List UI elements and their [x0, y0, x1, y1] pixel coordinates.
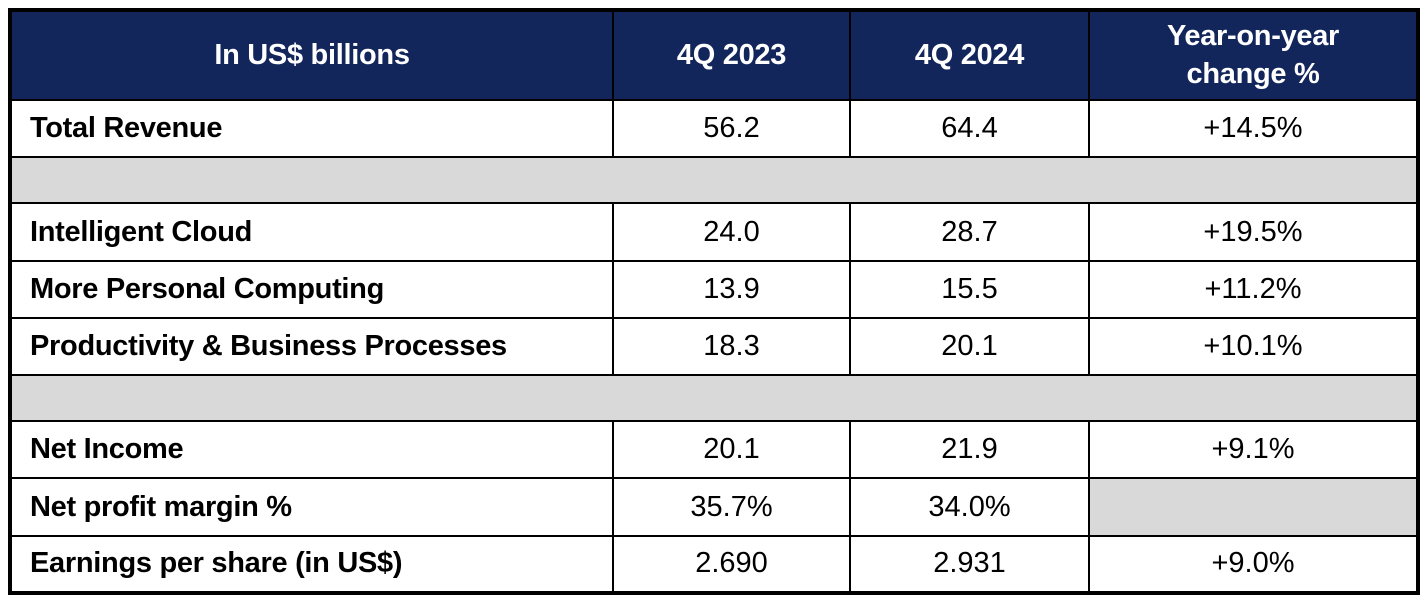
financial-results-table: In US$ billions 4Q 2023 4Q 2024 Year-on-…: [8, 8, 1420, 595]
value-4q2023: 35.7%: [612, 477, 851, 537]
value-4q2023: 13.9: [612, 259, 851, 319]
value-4q2024: 15.5: [849, 259, 1090, 319]
row-label: Earnings per share (in US$): [9, 534, 614, 595]
value-yoy-change: +14.5%: [1088, 98, 1419, 159]
table-row-total-revenue: Total Revenue 56.2 64.4 +14.5%: [9, 98, 1419, 159]
value-4q2024: 64.4: [849, 98, 1090, 159]
table-row-intelligent-cloud: Intelligent Cloud 24.0 28.7 +19.5%: [9, 202, 1419, 262]
header-metric: In US$ billions: [9, 9, 614, 101]
value-4q2023: 24.0: [612, 202, 851, 262]
header-row: In US$ billions 4Q 2023 4Q 2024 Year-on-…: [9, 9, 1419, 101]
spacer-cell: [9, 374, 1419, 423]
spacer-cell: [9, 156, 1419, 205]
value-yoy-change: +19.5%: [1088, 202, 1419, 262]
row-label: More Personal Computing: [9, 259, 614, 319]
row-label: Net profit margin %: [9, 477, 614, 537]
header-yoy-change: Year-on-year change %: [1088, 9, 1419, 101]
row-label: Intelligent Cloud: [9, 202, 614, 262]
value-yoy-change-empty: [1088, 477, 1419, 537]
header-yoy-line1: Year-on-year: [1166, 20, 1340, 53]
table-row-earnings-per-share: Earnings per share (in US$) 2.690 2.931 …: [9, 534, 1419, 595]
value-yoy-change: +11.2%: [1088, 259, 1419, 319]
table-row-more-personal-computing: More Personal Computing 13.9 15.5 +11.2%: [9, 259, 1419, 319]
row-label: Productivity & Business Processes: [9, 316, 614, 377]
value-4q2023: 2.690: [612, 534, 851, 595]
value-yoy-change: +9.0%: [1088, 534, 1419, 595]
header-4q2024: 4Q 2024: [849, 9, 1090, 101]
row-label: Net Income: [9, 420, 614, 480]
row-label: Total Revenue: [9, 98, 614, 159]
value-4q2024: 20.1: [849, 316, 1090, 377]
value-4q2024: 2.931: [849, 534, 1090, 595]
value-4q2023: 20.1: [612, 420, 851, 480]
header-yoy-line2: change %: [1186, 57, 1320, 90]
table-row-productivity-business-processes: Productivity & Business Processes 18.3 2…: [9, 316, 1419, 377]
table-row-net-profit-margin: Net profit margin % 35.7% 34.0%: [9, 477, 1419, 537]
value-4q2023: 56.2: [612, 98, 851, 159]
value-4q2024: 34.0%: [849, 477, 1090, 537]
value-yoy-change: +10.1%: [1088, 316, 1419, 377]
spacer-row: [9, 156, 1419, 205]
value-yoy-change: +9.1%: [1088, 420, 1419, 480]
table-row-net-income: Net Income 20.1 21.9 +9.1%: [9, 420, 1419, 480]
value-4q2024: 28.7: [849, 202, 1090, 262]
value-4q2023: 18.3: [612, 316, 851, 377]
header-4q2023: 4Q 2023: [612, 9, 851, 101]
spacer-row: [9, 374, 1419, 423]
value-4q2024: 21.9: [849, 420, 1090, 480]
